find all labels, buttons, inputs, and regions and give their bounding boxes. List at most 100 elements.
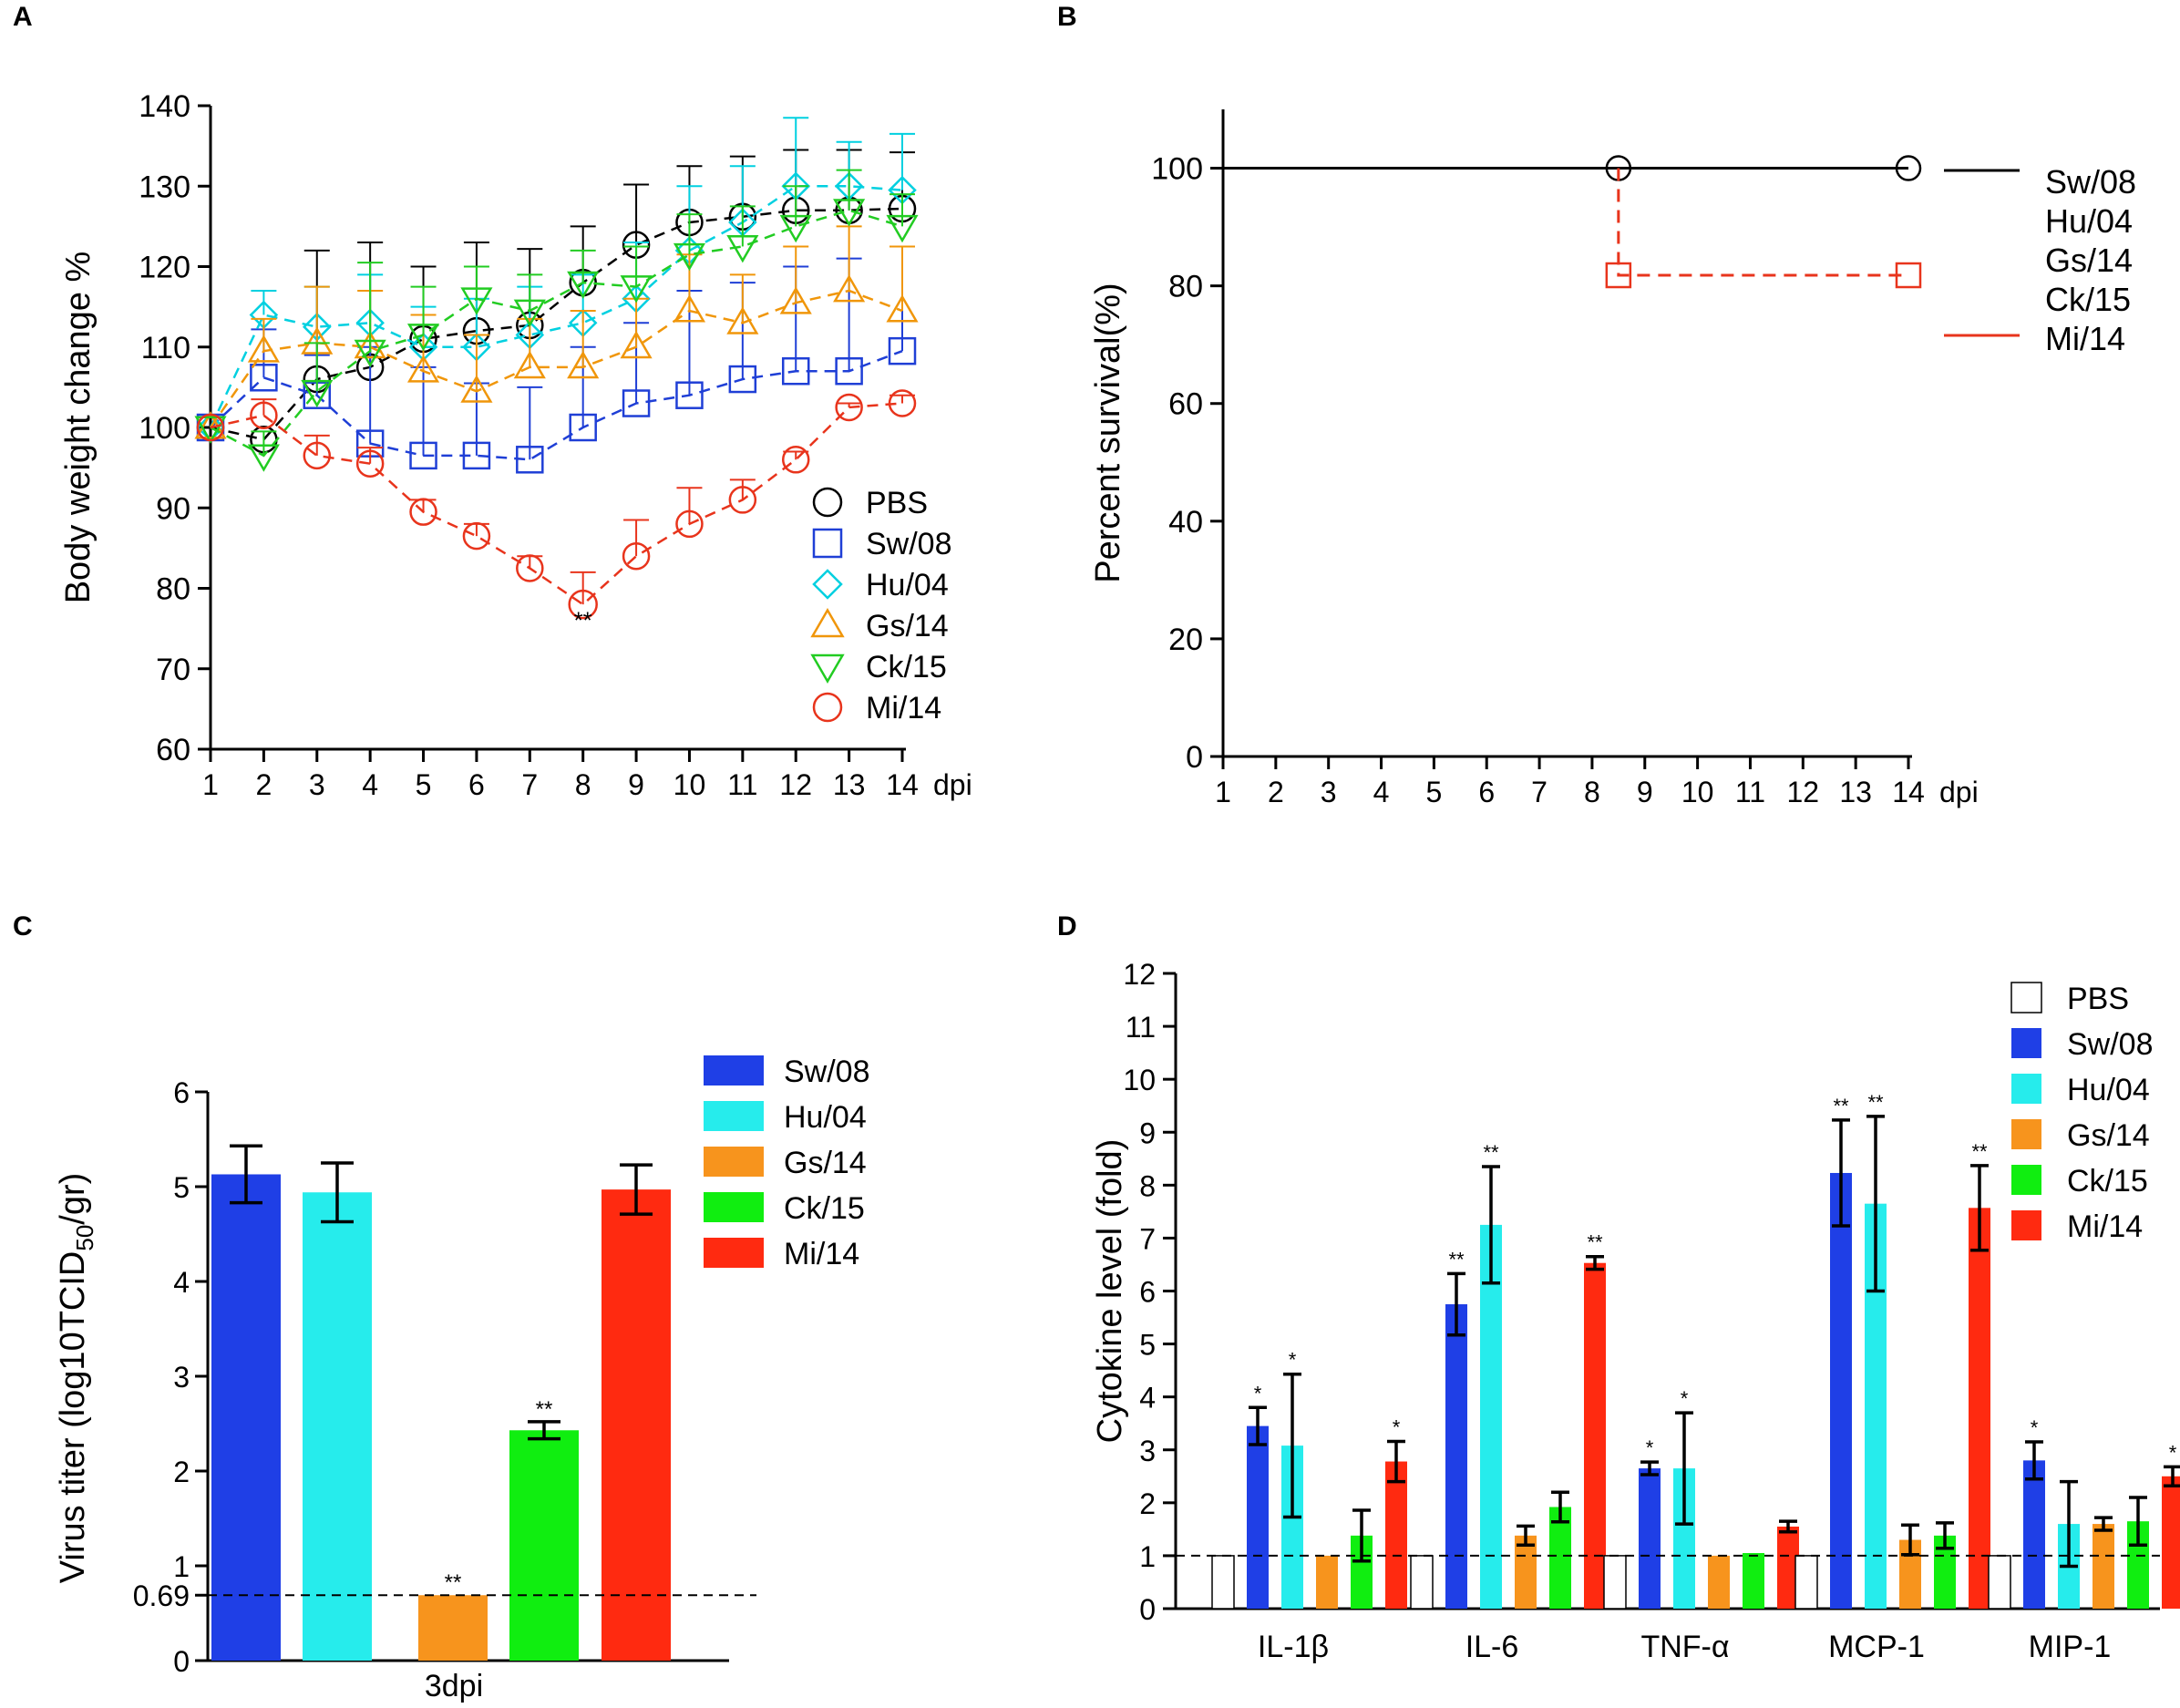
a-legend-label: Sw/08 (866, 527, 952, 561)
d-y-tick-label: 12 (1123, 958, 1156, 991)
b-x-tick-label: 8 (1584, 776, 1600, 808)
c-y-label-tail: /gr) (54, 1173, 92, 1225)
b-survival-line (1617, 168, 1908, 277)
panel-label-c: C (13, 911, 33, 941)
a-x-tick-label: 2 (255, 768, 272, 801)
d-bar (1743, 1553, 1764, 1609)
d-significance-label: ** (1971, 1140, 1988, 1163)
b-legend-label: Hu/04 (2045, 202, 2133, 240)
d-legend-swatch (2010, 982, 2042, 1013)
d-x-tick-label: TNF-α (1640, 1630, 1729, 1664)
a-x-axis-label: dpi (933, 768, 972, 801)
a-marker (888, 336, 917, 365)
a-marker (247, 334, 280, 363)
a-marker (726, 306, 759, 334)
d-legend-swatch (2011, 1165, 2041, 1195)
d-bar (2162, 1476, 2180, 1609)
c-legend-swatch (704, 1192, 764, 1222)
a-marker (886, 294, 919, 323)
b-legend-label: Mi/14 (2045, 320, 2125, 357)
c-bar (303, 1192, 372, 1661)
c-bar (418, 1595, 488, 1661)
a-x-tick-label: 6 (468, 768, 485, 801)
c-legend-label: Mi/14 (784, 1237, 859, 1271)
d-y-tick-label: 4 (1139, 1382, 1156, 1415)
d-bar (1969, 1208, 1990, 1609)
b-y-axis-label: Percent survival(%) (1089, 283, 1127, 582)
d-legend-swatch (2011, 1074, 2041, 1104)
d-y-tick-label: 11 (1126, 1011, 1156, 1044)
a-series-line (209, 185, 903, 428)
a-marker (250, 401, 278, 430)
a-x-tick-label: 10 (674, 768, 706, 801)
a-series-line (210, 402, 903, 606)
a-x-tick-label: 14 (886, 768, 919, 801)
d-bar (1385, 1461, 1407, 1609)
a-marker (673, 294, 706, 323)
a-y-tick-label: 60 (156, 733, 190, 767)
d-legend-label: Sw/08 (2067, 1027, 2154, 1062)
c-y-label-sub: 50 (71, 1225, 98, 1251)
c-y-label-main: Virus titer (log10TCID (54, 1251, 92, 1584)
b-x-axis-label: dpi (1939, 776, 1979, 808)
a-marker (409, 441, 437, 470)
d-legend-label: Hu/04 (2067, 1073, 2150, 1107)
d-legend-label: Gs/14 (2067, 1118, 2150, 1153)
d-bar (2023, 1460, 2045, 1609)
b-x-tick-label: 14 (1892, 776, 1925, 808)
b-marker (1895, 155, 1922, 181)
c-bar (602, 1189, 671, 1661)
d-x-tick-label: IL-6 (1465, 1630, 1519, 1664)
d-bar (1830, 1172, 1852, 1609)
a-marker (622, 389, 651, 417)
b-x-tick-label: 4 (1373, 776, 1390, 808)
b-x-tick-label: 7 (1531, 776, 1548, 808)
d-bar (1410, 1555, 1434, 1610)
a-marker (779, 286, 812, 314)
a-marker (567, 350, 600, 379)
d-legend-swatch (2011, 1028, 2041, 1058)
b-x-tick-label: 10 (1681, 776, 1714, 808)
c-y-tick-label: 4 (173, 1266, 190, 1299)
a-x-tick-label: 11 (727, 768, 757, 801)
a-x-tick-label: 9 (628, 768, 644, 801)
c-bar (211, 1174, 281, 1661)
d-legend-label: Mi/14 (2067, 1209, 2143, 1244)
d-y-tick-label: 7 (1139, 1222, 1156, 1255)
b-marker (1605, 262, 1632, 289)
b-y-tick-label: 20 (1168, 622, 1203, 657)
a-marker (833, 274, 866, 303)
a-marker (886, 214, 919, 243)
a-x-tick-label: 7 (521, 768, 538, 801)
d-bar (1445, 1304, 1467, 1609)
a-marker (409, 498, 437, 526)
a-marker (406, 324, 440, 352)
c-x-axis-label: 3dpi (425, 1669, 483, 1703)
d-y-tick-label: 8 (1139, 1169, 1156, 1202)
a-annotation: ** (574, 607, 592, 634)
a-marker (460, 375, 493, 403)
d-significance-label: * (1254, 1382, 1262, 1404)
a-marker (568, 589, 598, 620)
d-bar (1794, 1555, 1818, 1610)
b-y-tick-label: 40 (1168, 505, 1203, 540)
a-marker (569, 413, 597, 442)
c-y-tick-label: 0 (173, 1645, 190, 1678)
a-y-tick-label: 90 (156, 491, 190, 526)
d-significance-label: ** (1448, 1248, 1465, 1271)
c-y-axis-label: Virus titer (log10TCID50/gr) (54, 1173, 98, 1584)
a-legend-label: Ck/15 (866, 650, 947, 684)
a-series-line (210, 207, 903, 441)
c-legend-label: Sw/08 (784, 1055, 870, 1089)
a-y-axis-label: Body weight change % (59, 252, 98, 604)
d-significance-label: * (1393, 1415, 1401, 1438)
a-legend-label: PBS (866, 486, 928, 520)
a-marker (196, 413, 225, 442)
c-legend-swatch (704, 1238, 764, 1268)
a-x-tick-label: 12 (779, 768, 812, 801)
b-x-tick-label: 1 (1215, 776, 1231, 808)
a-marker (673, 242, 706, 272)
a-marker (354, 330, 386, 359)
